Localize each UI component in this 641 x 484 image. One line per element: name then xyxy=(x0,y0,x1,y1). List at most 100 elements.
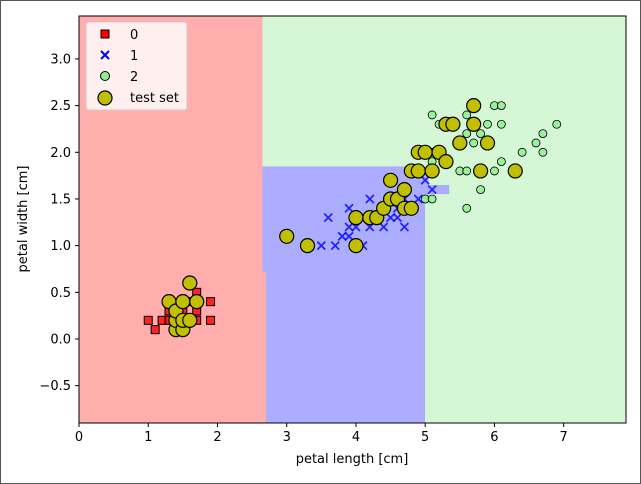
data-point-square xyxy=(206,297,216,307)
data-point-circle xyxy=(531,138,541,148)
data-point-x xyxy=(316,241,326,251)
data-point-x xyxy=(392,212,403,223)
test-set-point xyxy=(438,154,454,170)
x-tick-label: 3 xyxy=(283,430,291,445)
data-point-circle xyxy=(496,157,506,167)
y-tick-label: 1.0 xyxy=(50,239,71,254)
test-set-point xyxy=(299,238,316,254)
legend-marker-x xyxy=(100,50,110,60)
data-point-x xyxy=(330,241,340,251)
data-point-circle xyxy=(476,185,485,195)
test-set-point xyxy=(410,163,426,179)
x-tick-label: 5 xyxy=(421,430,429,445)
test-set-point xyxy=(189,294,205,310)
data-point-x xyxy=(344,231,354,241)
y-tick-label: 3.0 xyxy=(50,52,71,67)
x-tick-label: 1 xyxy=(144,430,152,445)
data-point-square xyxy=(150,325,160,335)
legend-entry-1: 1 xyxy=(100,49,138,64)
y-tick-label: 0.0 xyxy=(50,332,71,347)
y-tick-label: 0.5 xyxy=(50,286,71,301)
legend-entry-0: 0 xyxy=(100,28,138,43)
data-point-circle xyxy=(538,129,548,139)
data-point-x xyxy=(420,175,430,185)
data-point-circle xyxy=(462,203,472,213)
y-tick-label: 2.0 xyxy=(50,146,71,161)
y-tick-label: −0.5 xyxy=(39,379,71,394)
plot-area-border xyxy=(78,15,627,424)
data-point-x xyxy=(399,222,410,232)
legend: 0 1 2 test set xyxy=(85,21,188,111)
data-point-circle xyxy=(496,119,506,129)
test-set-point xyxy=(479,135,496,151)
data-point-circle xyxy=(462,129,472,139)
legend-label: 1 xyxy=(130,49,138,64)
data-point-circle xyxy=(462,110,472,120)
data-point-x xyxy=(344,203,354,213)
data-point-x xyxy=(379,222,389,232)
data-point-circle xyxy=(427,110,437,120)
legend-marker-circle xyxy=(100,71,110,81)
y-axis: −0.5 0.0 0.5 1.0 1.5 2.0 2.5 3.0 xyxy=(39,52,79,394)
data-point-x xyxy=(337,231,347,241)
test-set-point xyxy=(175,294,191,310)
decision-region-class-2 xyxy=(262,16,626,423)
y-tick-label: 2.5 xyxy=(50,99,71,114)
data-point-x xyxy=(344,222,354,232)
data-point-x xyxy=(365,194,375,204)
x-axis-label: petal length [cm] xyxy=(296,452,409,467)
test-set-point xyxy=(279,228,295,244)
test-set-point xyxy=(466,98,482,114)
x-axis: 0 1 2 3 4 5 6 7 xyxy=(75,423,568,445)
test-set-point xyxy=(182,275,198,291)
legend-label: test set xyxy=(130,91,179,106)
data-point-circle xyxy=(490,166,499,176)
test-set-point xyxy=(466,116,482,132)
y-tick-label: 1.5 xyxy=(50,192,71,207)
legend-label: 0 xyxy=(130,28,138,43)
test-set-point xyxy=(396,182,413,198)
legend-entry-test-set: test set xyxy=(97,90,179,106)
decision-region-class-1 xyxy=(262,166,450,423)
legend-entry-2: 2 xyxy=(100,70,138,85)
data-point-x xyxy=(385,212,396,223)
data-point-circle xyxy=(552,119,562,129)
data-point-x xyxy=(413,194,423,204)
legend-label: 2 xyxy=(130,70,138,85)
decision-regions xyxy=(79,16,626,423)
test-set-point xyxy=(403,200,419,216)
data-point-circle xyxy=(462,166,472,176)
legend-marker-large-circle xyxy=(97,90,113,106)
test-set-point xyxy=(348,210,364,226)
data-point-circle xyxy=(427,194,437,204)
x-tick-label: 4 xyxy=(352,430,360,445)
data-point-circle xyxy=(517,147,527,157)
data-point-circle xyxy=(476,129,485,139)
x-tick-label: 0 xyxy=(75,430,83,445)
test-set-point xyxy=(424,163,440,179)
test-set-point xyxy=(382,172,399,188)
data-point-x xyxy=(427,184,437,195)
test-set-point xyxy=(348,238,364,254)
data-points xyxy=(143,98,562,338)
legend-box xyxy=(85,21,188,111)
y-axis-label: petal width [cm] xyxy=(16,166,31,273)
data-point-circle xyxy=(496,101,506,111)
data-point-x xyxy=(323,212,333,223)
data-point-circle xyxy=(469,138,479,148)
data-point-square xyxy=(206,315,216,325)
x-tick-label: 6 xyxy=(490,430,498,445)
decision-region-class-0 xyxy=(79,16,266,423)
series-test-set xyxy=(161,98,523,338)
data-point-circle xyxy=(483,119,492,129)
legend-marker-square xyxy=(100,29,110,39)
data-point-circle xyxy=(538,147,548,157)
test-set-point xyxy=(472,163,489,179)
x-tick-label: 7 xyxy=(560,430,568,445)
test-set-point xyxy=(445,116,461,132)
x-tick-label: 2 xyxy=(213,430,221,445)
test-set-point xyxy=(182,312,198,328)
test-set-point xyxy=(507,163,523,179)
test-set-point xyxy=(452,135,468,151)
